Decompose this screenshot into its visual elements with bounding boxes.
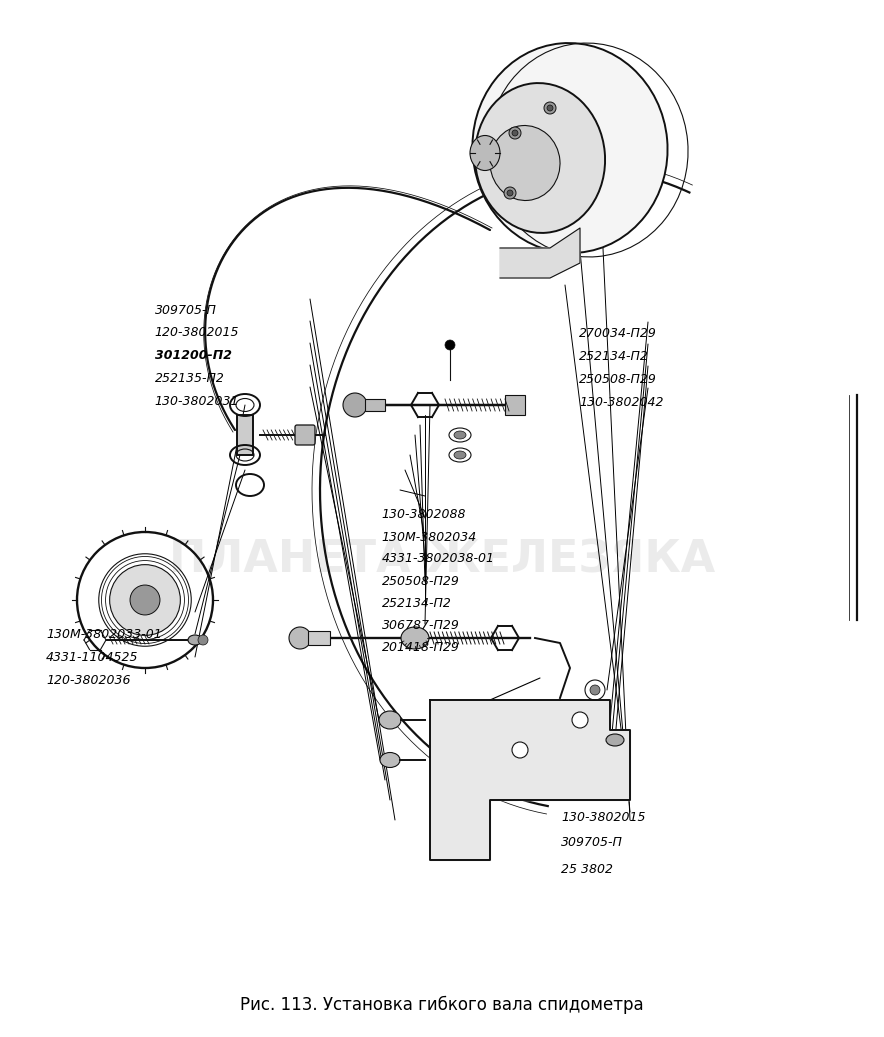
Text: 309705-П: 309705-П <box>561 836 623 848</box>
Text: 252134-П2: 252134-П2 <box>382 597 452 610</box>
Text: 252135-П2: 252135-П2 <box>155 372 225 385</box>
Text: 201418-П29: 201418-П29 <box>382 641 460 653</box>
Text: 306787-П29: 306787-П29 <box>382 619 460 632</box>
Text: 250508-П29: 250508-П29 <box>579 373 657 386</box>
Text: 250508-П29: 250508-П29 <box>382 576 460 588</box>
Text: 309705-П: 309705-П <box>155 304 217 316</box>
Text: 130-3802088: 130-3802088 <box>382 508 467 521</box>
Circle shape <box>289 627 311 649</box>
Ellipse shape <box>188 635 202 645</box>
Ellipse shape <box>470 136 500 170</box>
Bar <box>505 395 525 415</box>
FancyBboxPatch shape <box>295 425 315 445</box>
Ellipse shape <box>454 451 466 459</box>
Circle shape <box>512 742 528 758</box>
Text: 130М-3802033-01: 130М-3802033-01 <box>46 628 162 641</box>
Polygon shape <box>430 700 630 860</box>
Circle shape <box>509 127 521 139</box>
Bar <box>237 415 253 455</box>
Text: 4331-3802038-01: 4331-3802038-01 <box>382 553 495 565</box>
Text: 270034-П29: 270034-П29 <box>579 328 657 340</box>
Circle shape <box>590 685 600 695</box>
Circle shape <box>504 187 516 199</box>
Text: 130-3802015: 130-3802015 <box>561 811 646 823</box>
Text: 4331-1104525: 4331-1104525 <box>46 651 139 664</box>
Text: Рис. 113. Установка гибкого вала спидометра: Рис. 113. Установка гибкого вала спидоме… <box>240 996 644 1014</box>
Circle shape <box>544 102 556 114</box>
Text: 301200-П2: 301200-П2 <box>155 349 232 362</box>
Circle shape <box>572 712 588 728</box>
Ellipse shape <box>379 711 401 729</box>
Bar <box>365 399 385 411</box>
Circle shape <box>547 105 553 111</box>
Ellipse shape <box>475 83 605 233</box>
Text: 120-3802036: 120-3802036 <box>46 674 131 686</box>
Ellipse shape <box>401 627 429 649</box>
Text: 120-3802015: 120-3802015 <box>155 327 240 339</box>
Circle shape <box>130 585 160 615</box>
Text: ПЛАНЕТА ЖЕЛЕЗЯКА: ПЛАНЕТА ЖЕЛЕЗЯКА <box>169 538 715 582</box>
Ellipse shape <box>472 44 667 253</box>
Ellipse shape <box>380 753 400 767</box>
Polygon shape <box>500 228 580 278</box>
Text: 252134-П2: 252134-П2 <box>579 351 649 363</box>
Circle shape <box>198 635 208 645</box>
Ellipse shape <box>490 125 560 200</box>
Circle shape <box>512 130 518 136</box>
Text: 130-3802042: 130-3802042 <box>579 396 664 409</box>
Circle shape <box>110 564 180 636</box>
Circle shape <box>343 393 367 417</box>
Text: 130М-3802034: 130М-3802034 <box>382 531 477 543</box>
Text: 25 3802: 25 3802 <box>561 863 613 875</box>
Ellipse shape <box>454 431 466 439</box>
Ellipse shape <box>606 734 624 746</box>
Circle shape <box>445 340 455 351</box>
Circle shape <box>507 190 513 196</box>
Bar <box>308 630 330 645</box>
Text: 130-3802031: 130-3802031 <box>155 395 240 408</box>
